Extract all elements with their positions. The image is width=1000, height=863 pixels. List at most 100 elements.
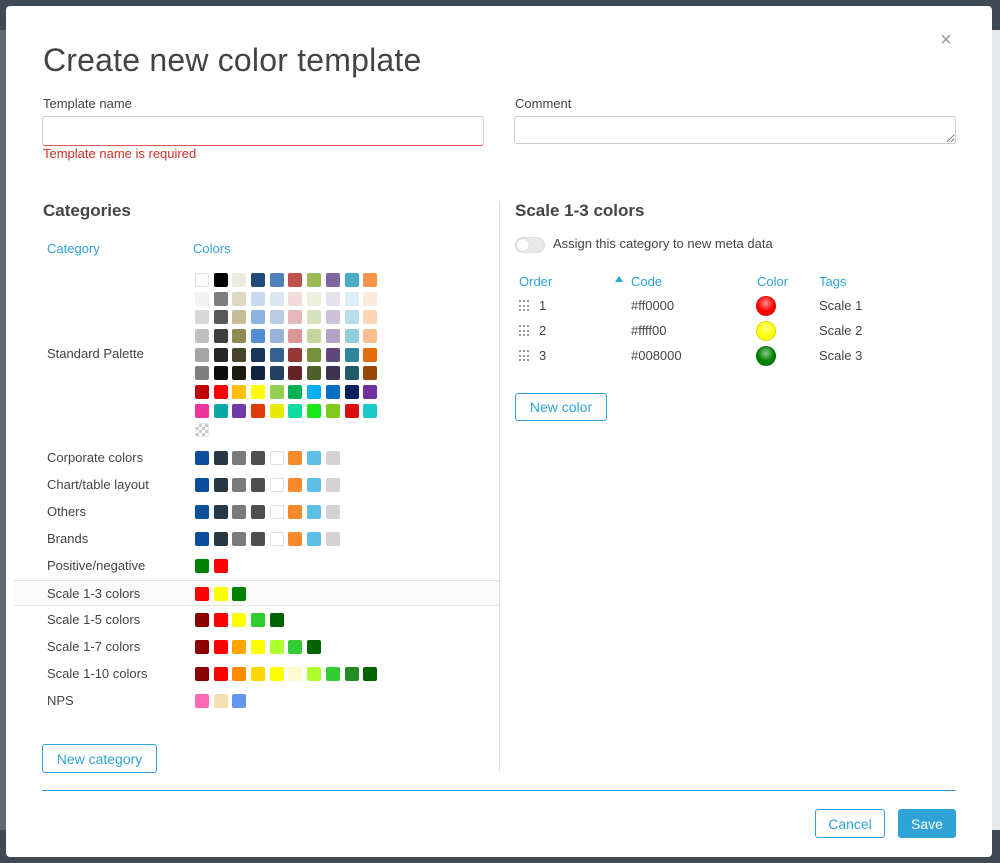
code-cell[interactable]: #008000 <box>631 348 682 363</box>
drag-handle-icon[interactable] <box>519 325 531 337</box>
tag-cell[interactable]: Scale 3 <box>819 348 863 363</box>
color-swatch[interactable] <box>213 366 228 381</box>
scale-color-row[interactable]: 1 #ff0000 Scale 1 <box>515 295 955 319</box>
save-button[interactable]: Save <box>898 809 956 838</box>
color-swatch[interactable] <box>325 385 340 400</box>
code-cell[interactable]: #ffff00 <box>631 323 667 338</box>
color-swatch[interactable] <box>307 273 322 287</box>
color-swatch[interactable] <box>288 403 303 418</box>
color-swatch[interactable] <box>288 273 303 287</box>
tag-cell[interactable]: Scale 1 <box>819 298 863 313</box>
cancel-button[interactable]: Cancel <box>815 809 885 838</box>
comment-field[interactable] <box>514 116 956 144</box>
category-row[interactable]: Corporate colors <box>14 445 500 471</box>
drag-handle-icon[interactable] <box>519 300 531 312</box>
color-swatch[interactable] <box>363 310 378 325</box>
color-swatch[interactable] <box>363 366 378 381</box>
color-column-header[interactable]: Color <box>757 274 789 289</box>
color-swatch[interactable] <box>251 329 266 344</box>
color-swatch[interactable] <box>213 310 228 325</box>
category-row[interactable]: Positive/negative <box>14 553 500 579</box>
color-swatch[interactable] <box>325 403 340 418</box>
color-swatch[interactable] <box>307 403 322 418</box>
category-row[interactable]: NPS <box>14 688 500 714</box>
color-swatch[interactable] <box>325 273 340 287</box>
color-swatch[interactable] <box>344 403 359 418</box>
category-row[interactable]: Chart/table layout <box>14 472 500 498</box>
assign-category-toggle[interactable] <box>515 237 545 253</box>
color-swatch[interactable] <box>195 385 209 400</box>
color-swatch[interactable] <box>251 385 266 400</box>
color-swatch[interactable] <box>288 329 303 344</box>
color-swatch[interactable] <box>269 366 284 381</box>
color-swatch[interactable] <box>269 347 284 362</box>
scale-color-row[interactable]: 2 #ffff00 Scale 2 <box>515 320 955 344</box>
color-swatch[interactable] <box>251 366 266 381</box>
color-swatch[interactable] <box>269 310 284 325</box>
new-color-button[interactable]: New color <box>515 393 607 421</box>
transparent-swatch[interactable] <box>195 422 209 437</box>
color-swatch[interactable] <box>288 347 303 362</box>
color-swatch[interactable] <box>213 291 228 306</box>
color-swatch[interactable] <box>288 310 303 325</box>
color-swatch[interactable] <box>232 329 247 344</box>
color-swatch[interactable] <box>344 366 359 381</box>
color-swatch[interactable] <box>363 347 378 362</box>
color-swatch[interactable] <box>344 291 359 306</box>
category-column-header[interactable]: Category <box>47 241 100 256</box>
color-swatch[interactable] <box>232 366 247 381</box>
color-swatch[interactable] <box>325 329 340 344</box>
color-swatch[interactable] <box>251 273 266 287</box>
color-swatch[interactable] <box>232 291 247 306</box>
color-swatch[interactable] <box>213 273 228 287</box>
category-row[interactable]: Scale 1-7 colors <box>14 634 500 660</box>
color-swatch[interactable] <box>213 403 228 418</box>
color-swatch[interactable] <box>288 366 303 381</box>
color-swatch[interactable] <box>288 291 303 306</box>
color-swatch[interactable] <box>344 385 359 400</box>
color-swatch[interactable] <box>213 347 228 362</box>
color-swatch[interactable] <box>344 347 359 362</box>
color-swatch[interactable] <box>307 347 322 362</box>
color-swatch[interactable] <box>288 385 303 400</box>
color-swatch[interactable] <box>269 403 284 418</box>
color-swatch[interactable] <box>232 403 247 418</box>
color-swatch[interactable] <box>325 347 340 362</box>
color-swatch[interactable] <box>307 291 322 306</box>
color-swatch[interactable] <box>307 385 322 400</box>
color-swatch[interactable] <box>195 347 209 362</box>
color-swatch[interactable] <box>269 273 284 287</box>
code-column-header[interactable]: Code <box>631 274 663 289</box>
category-row[interactable]: Scale 1-5 colors <box>14 607 500 633</box>
color-swatch[interactable] <box>195 366 209 381</box>
color-swatch[interactable] <box>195 291 209 306</box>
template-name-input[interactable] <box>42 116 484 146</box>
color-swatch[interactable] <box>363 329 378 344</box>
color-swatch[interactable] <box>195 273 209 287</box>
color-swatch[interactable] <box>195 310 209 325</box>
color-swatch[interactable] <box>213 385 228 400</box>
color-preview[interactable] <box>756 296 776 316</box>
color-swatch[interactable] <box>232 347 247 362</box>
scale-color-row[interactable]: 3 #008000 Scale 3 <box>515 345 955 369</box>
color-swatch[interactable] <box>269 329 284 344</box>
color-swatch[interactable] <box>307 310 322 325</box>
color-swatch[interactable] <box>325 291 340 306</box>
color-swatch[interactable] <box>344 273 359 287</box>
color-swatch[interactable] <box>344 329 359 344</box>
color-swatch[interactable] <box>307 329 322 344</box>
tag-cell[interactable]: Scale 2 <box>819 323 863 338</box>
new-category-button[interactable]: New category <box>42 744 157 773</box>
color-swatch[interactable] <box>269 385 284 400</box>
color-preview[interactable] <box>756 346 776 366</box>
colors-column-header[interactable]: Colors <box>193 241 231 256</box>
color-swatch[interactable] <box>251 310 266 325</box>
color-swatch[interactable] <box>251 403 266 418</box>
color-swatch[interactable] <box>232 385 247 400</box>
category-row[interactable]: Scale 1-10 colors <box>14 661 500 687</box>
color-swatch[interactable] <box>363 403 378 418</box>
color-swatch[interactable] <box>232 273 247 287</box>
color-swatch[interactable] <box>363 273 378 287</box>
color-swatch[interactable] <box>269 291 284 306</box>
tags-column-header[interactable]: Tags <box>819 274 847 289</box>
